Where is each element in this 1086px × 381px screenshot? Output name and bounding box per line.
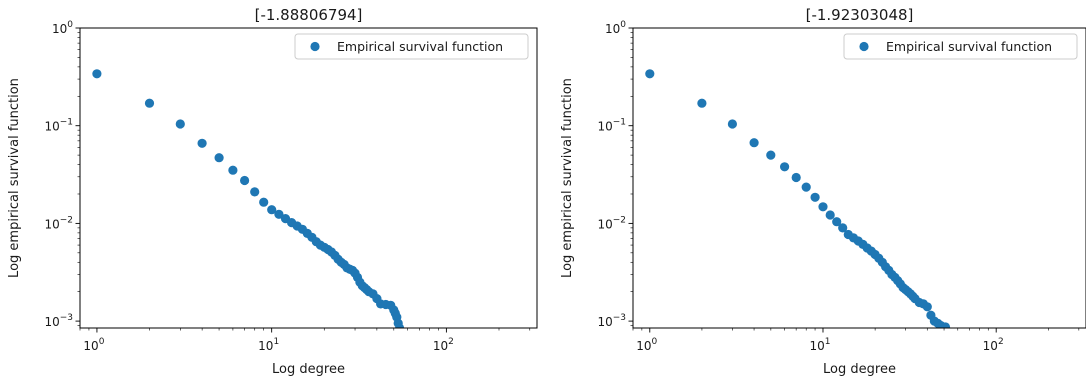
y-tick-label: 100 <box>52 20 73 36</box>
data-point <box>838 223 848 233</box>
axes-frame <box>632 27 1086 329</box>
legend-marker <box>310 41 320 52</box>
legend-marker <box>859 41 869 52</box>
legend-box <box>843 33 1078 60</box>
x-tick-label: 101 <box>809 337 830 353</box>
data-point <box>780 162 790 172</box>
data-point <box>267 205 277 215</box>
data-point <box>92 69 102 79</box>
data-point <box>791 172 801 183</box>
y-tick-label: 10−3 <box>597 313 626 329</box>
data-point <box>259 197 269 207</box>
x-tick-label: 100 <box>83 337 104 353</box>
data-point <box>818 202 828 212</box>
data-point <box>250 187 260 197</box>
data-point <box>214 153 224 163</box>
x-tick-label: 102 <box>983 337 1004 353</box>
x-tick-label: 100 <box>636 337 657 353</box>
data-point <box>240 175 250 186</box>
series-points <box>645 69 951 328</box>
data-point <box>175 119 185 129</box>
axes-frame <box>79 27 538 329</box>
data-point <box>940 322 951 328</box>
y-tick-label: 10−2 <box>44 215 73 231</box>
data-point <box>832 217 842 227</box>
legend: Empirical survival function <box>294 33 529 60</box>
y-axis-label: Log empirical survival function <box>560 78 575 278</box>
data-point <box>274 209 284 219</box>
data-point <box>197 138 207 148</box>
y-tick-label: 10−1 <box>44 118 73 134</box>
data-point <box>749 138 759 148</box>
data-point <box>144 98 155 108</box>
legend: Empirical survival function <box>843 33 1078 60</box>
x-axis-label: Log degree <box>823 362 896 377</box>
chart-title: [-1.92303048] <box>806 6 914 24</box>
data-point <box>395 323 405 328</box>
data-point <box>645 69 655 79</box>
chart-panel-1: [-1.88806794] 100 101 102 100 10−1 10−2 10−3 Log… <box>7 6 538 377</box>
x-tick-label: 102 <box>433 337 454 353</box>
data-point <box>766 150 776 160</box>
data-point <box>801 182 811 192</box>
x-tick-label: 101 <box>258 337 279 353</box>
data-point <box>228 165 238 175</box>
y-tick-label: 10−2 <box>597 215 626 231</box>
y-tick-label: 10−1 <box>597 118 626 134</box>
data-point <box>810 192 820 202</box>
chart-panel-2: [-1.92303048] 100 101 102 100 10−1 10−2 10−3 Log… <box>560 6 1086 377</box>
y-tick-label: 100 <box>605 20 626 36</box>
x-axis-label: Log degree <box>272 362 345 377</box>
legend-label: Empirical survival function <box>337 39 503 54</box>
data-point <box>697 98 707 108</box>
series-points <box>92 69 405 328</box>
legend-label: Empirical survival function <box>886 39 1052 54</box>
legend-box <box>294 33 529 60</box>
data-point <box>825 210 835 220</box>
y-tick-label: 10−3 <box>44 313 73 329</box>
data-point <box>727 119 738 129</box>
data-point <box>922 302 932 312</box>
chart-title: [-1.88806794] <box>255 6 363 24</box>
y-axis-label: Log empirical survival function <box>7 78 22 278</box>
